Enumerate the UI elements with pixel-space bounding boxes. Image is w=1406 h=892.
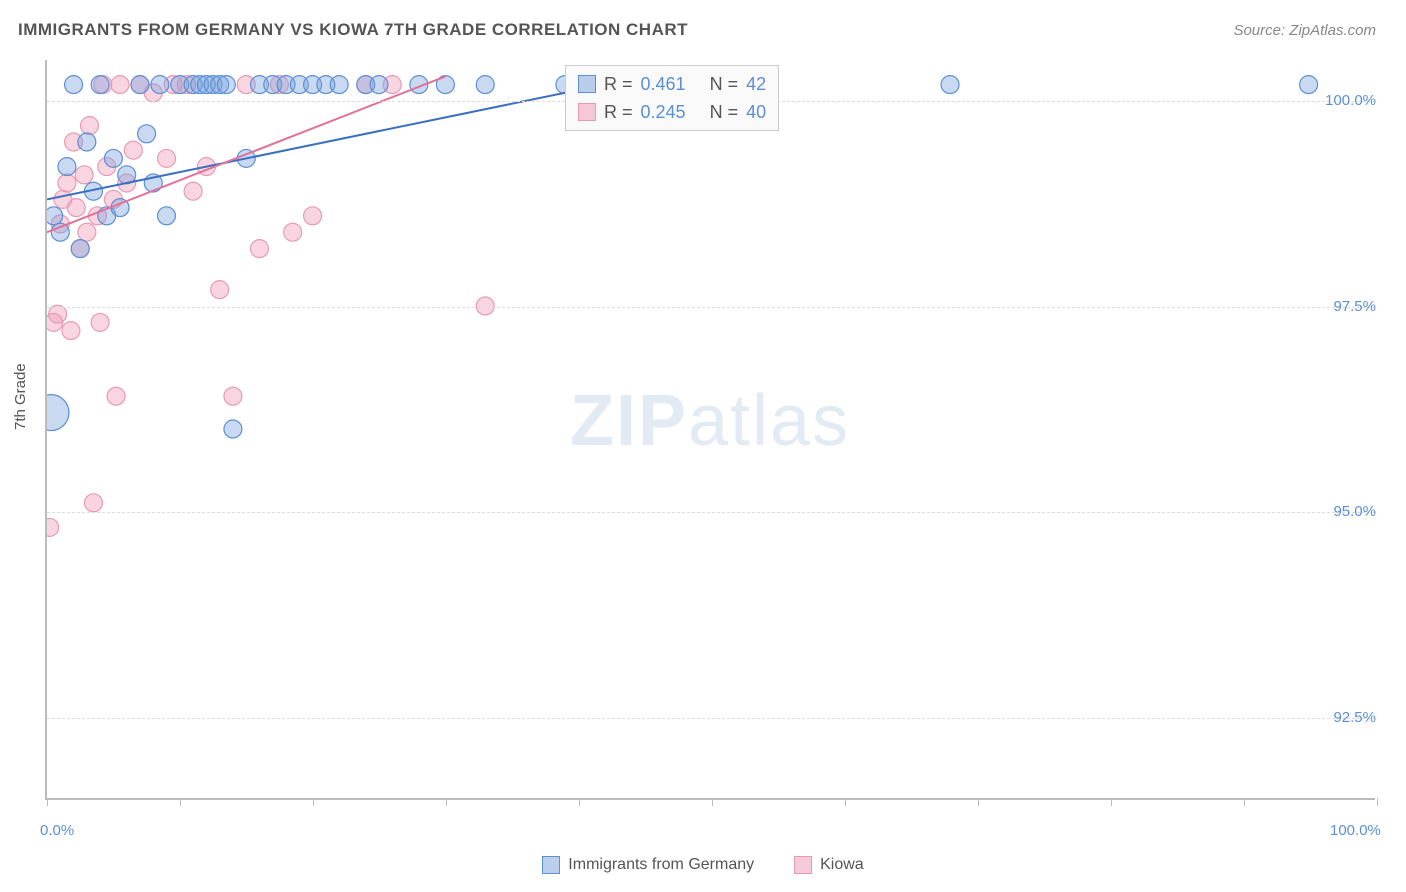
gridline-h (47, 718, 1375, 719)
x-tick (978, 798, 979, 806)
legend-stats-box: R = 0.461 N = 42 R = 0.245 N = 40 (565, 65, 779, 131)
x-tick (313, 798, 314, 806)
gridline-h (47, 307, 1375, 308)
n-label: N = (710, 74, 739, 95)
x-tick (1111, 798, 1112, 806)
source-label: Source: ZipAtlas.com (1233, 22, 1376, 39)
x-tick (1244, 798, 1245, 806)
legend-label-germany: Immigrants from Germany (568, 856, 754, 874)
y-tick-label: 100.0% (1325, 92, 1376, 109)
r-label: R = (604, 74, 633, 95)
r-value-pink: 0.245 (641, 102, 686, 123)
x-tick-label: 0.0% (40, 822, 74, 839)
r-value-blue: 0.461 (641, 74, 686, 95)
n-value-pink: 40 (746, 102, 766, 123)
n-label: N = (710, 102, 739, 123)
legend-item-germany: Immigrants from Germany (542, 856, 754, 874)
x-tick-label: 100.0% (1330, 822, 1381, 839)
x-tick (1377, 798, 1378, 806)
x-tick (845, 798, 846, 806)
watermark: ZIPatlas (570, 380, 850, 462)
gridline-h (47, 512, 1375, 513)
chart-title: IMMIGRANTS FROM GERMANY VS KIOWA 7TH GRA… (18, 20, 688, 40)
y-tick-label: 95.0% (1333, 503, 1376, 520)
x-tick (712, 798, 713, 806)
y-axis-title: 7th Grade (12, 363, 29, 430)
legend-item-kiowa: Kiowa (794, 856, 864, 874)
x-tick (446, 798, 447, 806)
watermark-atlas: atlas (688, 381, 850, 461)
x-tick (47, 798, 48, 806)
r-label: R = (604, 102, 633, 123)
x-tick (180, 798, 181, 806)
y-tick-label: 92.5% (1333, 709, 1376, 726)
y-tick-label: 97.5% (1333, 298, 1376, 315)
watermark-zip: ZIP (570, 381, 688, 461)
swatch-blue-icon (578, 75, 596, 93)
n-value-blue: 42 (746, 74, 766, 95)
swatch-pink-icon (578, 103, 596, 121)
swatch-blue-icon (542, 856, 560, 874)
legend-stats-row-blue: R = 0.461 N = 42 (578, 70, 766, 98)
swatch-pink-icon (794, 856, 812, 874)
legend-label-kiowa: Kiowa (820, 856, 864, 874)
bottom-legend: Immigrants from Germany Kiowa (0, 856, 1406, 874)
legend-stats-row-pink: R = 0.245 N = 40 (578, 98, 766, 126)
x-tick (579, 798, 580, 806)
